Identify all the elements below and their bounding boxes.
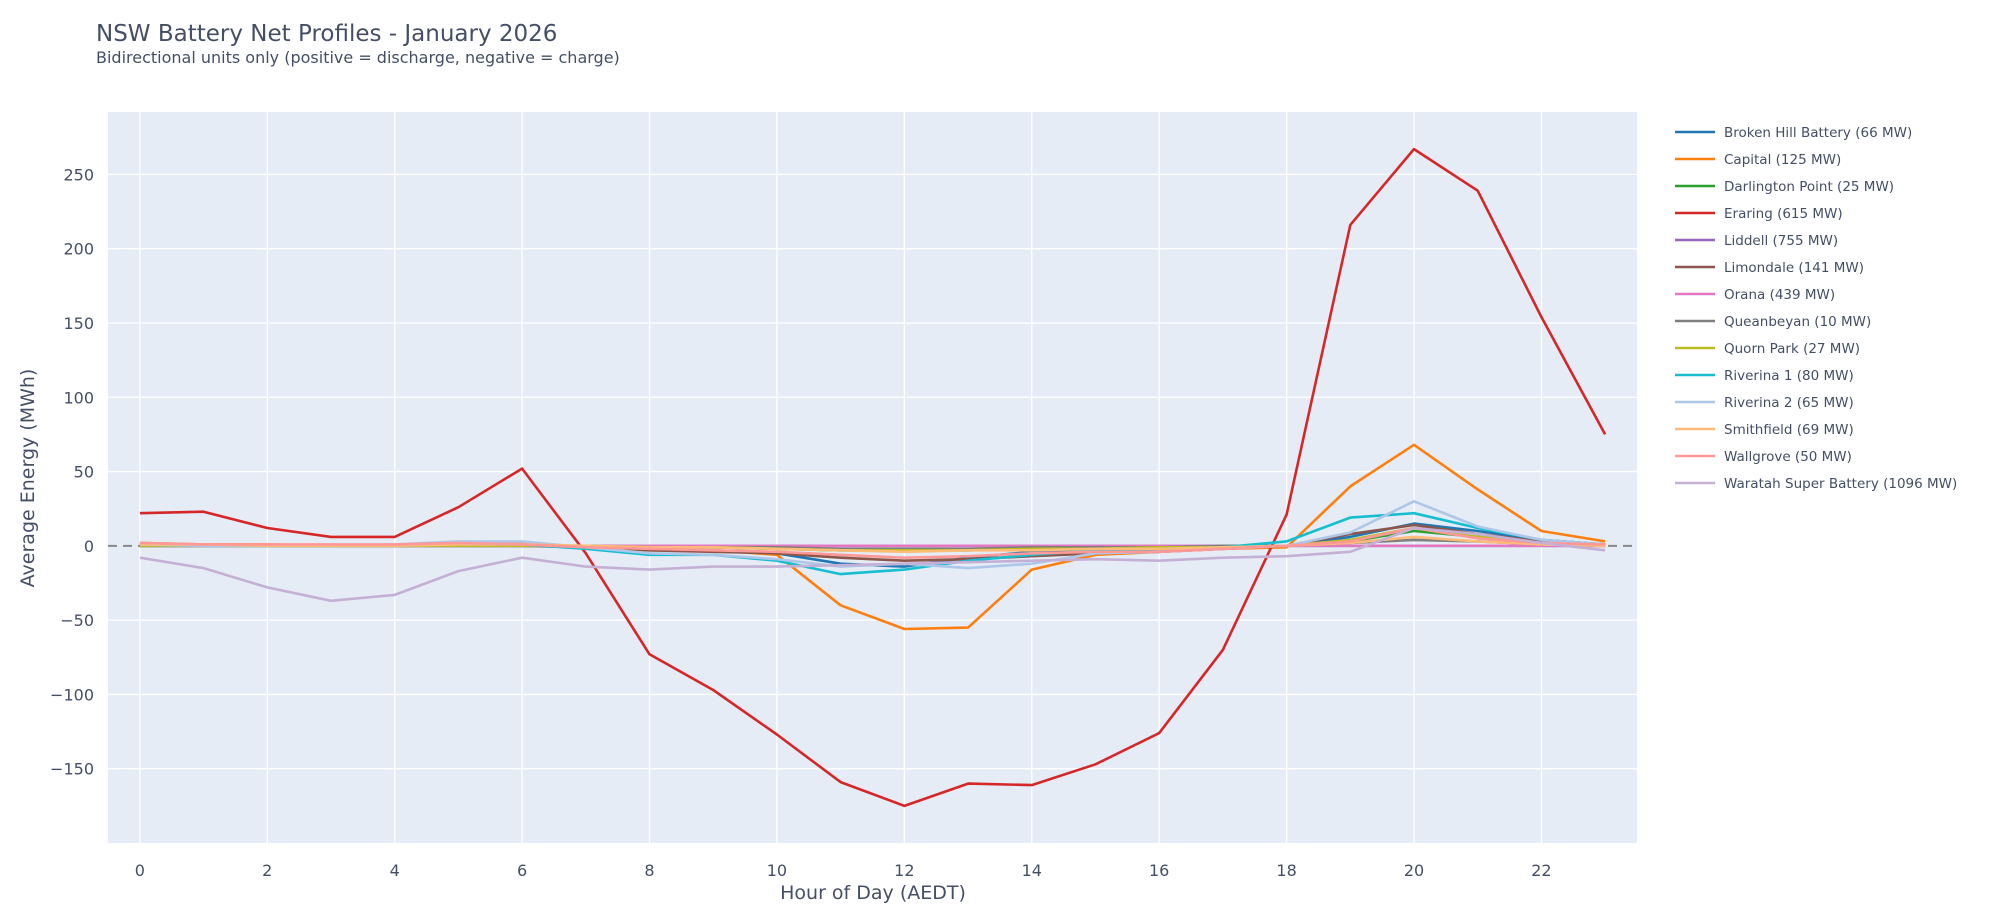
x-tick-label: 2 bbox=[262, 861, 272, 880]
x-tick-label: 22 bbox=[1531, 861, 1551, 880]
legend-label: Waratah Super Battery (1096 MW) bbox=[1724, 476, 1957, 492]
legend-label: Smithfield (69 MW) bbox=[1724, 422, 1854, 438]
legend-item-waratah-super-battery[interactable]: Waratah Super Battery (1096 MW) bbox=[1675, 476, 1957, 492]
x-tick-label: 18 bbox=[1276, 861, 1296, 880]
x-tick-label: 16 bbox=[1149, 861, 1169, 880]
series-line-wallgrove bbox=[139, 526, 1606, 559]
legend-item-darlington-point[interactable]: Darlington Point (25 MW) bbox=[1675, 179, 1894, 195]
legend-label: Liddell (755 MW) bbox=[1724, 233, 1838, 249]
x-tick-label: 12 bbox=[894, 861, 914, 880]
legend: Broken Hill Battery (66 MW) Capital (125 … bbox=[1675, 125, 1957, 492]
y-tick-label: 0 bbox=[84, 537, 94, 556]
y-tick-label: −50 bbox=[60, 611, 94, 630]
legend-item-eraring[interactable]: Eraring (615 MW) bbox=[1675, 206, 1843, 222]
legend-item-liddell[interactable]: Liddell (755 MW) bbox=[1675, 233, 1838, 249]
legend-item-queanbeyan[interactable]: Queanbeyan (10 MW) bbox=[1675, 314, 1871, 330]
legend-label: Riverina 2 (65 MW) bbox=[1724, 395, 1854, 411]
legend-label: Quorn Park (27 MW) bbox=[1724, 341, 1860, 357]
legend-item-orana[interactable]: Orana (439 MW) bbox=[1675, 287, 1835, 303]
legend-label: Riverina 1 (80 MW) bbox=[1724, 368, 1854, 384]
x-tick-label: 14 bbox=[1022, 861, 1042, 880]
y-axis-ticks: −150 −100 −50 0 50 100 150 200 250 bbox=[50, 165, 94, 778]
legend-label: Capital (125 MW) bbox=[1724, 152, 1841, 168]
y-tick-label: 50 bbox=[74, 463, 94, 482]
legend-label: Broken Hill Battery (66 MW) bbox=[1724, 125, 1912, 141]
plot-area bbox=[108, 112, 1637, 843]
y-tick-label: 200 bbox=[63, 240, 94, 259]
chart-subtitle: Bidirectional units only (positive = dis… bbox=[96, 48, 620, 67]
x-tick-label: 8 bbox=[644, 861, 654, 880]
legend-label: Eraring (615 MW) bbox=[1724, 206, 1843, 222]
legend-label: Queanbeyan (10 MW) bbox=[1724, 314, 1871, 330]
x-axis-title: Hour of Day (AEDT) bbox=[780, 882, 966, 904]
legend-label: Orana (439 MW) bbox=[1724, 287, 1835, 303]
y-tick-label: 150 bbox=[63, 314, 94, 333]
legend-item-capital[interactable]: Capital (125 MW) bbox=[1675, 152, 1841, 168]
y-tick-label: −100 bbox=[50, 685, 94, 704]
legend-item-broken-hill-battery[interactable]: Broken Hill Battery (66 MW) bbox=[1675, 125, 1912, 141]
x-tick-label: 20 bbox=[1404, 861, 1424, 880]
legend-item-quorn-park[interactable]: Quorn Park (27 MW) bbox=[1675, 341, 1860, 357]
series-line-eraring bbox=[139, 147, 1607, 808]
x-tick-label: 4 bbox=[390, 861, 400, 880]
x-tick-label: 0 bbox=[135, 861, 145, 880]
legend-item-riverina-1[interactable]: Riverina 1 (80 MW) bbox=[1675, 368, 1854, 384]
legend-item-smithfield[interactable]: Smithfield (69 MW) bbox=[1675, 422, 1854, 438]
legend-label: Limondale (141 MW) bbox=[1724, 260, 1864, 276]
x-tick-label: 6 bbox=[517, 861, 527, 880]
x-axis-ticks: 0 2 4 6 8 10 12 14 16 18 20 22 bbox=[135, 861, 1552, 880]
legend-label: Wallgrove (50 MW) bbox=[1724, 449, 1852, 465]
series-line-smithfield bbox=[139, 535, 1606, 554]
legend-label: Darlington Point (25 MW) bbox=[1724, 179, 1894, 195]
y-axis-title: Average Energy (MWh) bbox=[17, 369, 39, 588]
gridlines bbox=[108, 112, 1637, 843]
x-tick-label: 10 bbox=[767, 861, 787, 880]
series-lines bbox=[139, 147, 1607, 808]
legend-item-limondale[interactable]: Limondale (141 MW) bbox=[1675, 260, 1864, 276]
y-tick-label: −150 bbox=[50, 760, 94, 779]
y-tick-label: 100 bbox=[63, 388, 94, 407]
legend-item-wallgrove[interactable]: Wallgrove (50 MW) bbox=[1675, 449, 1852, 465]
y-tick-label: 250 bbox=[63, 165, 94, 184]
series-line-waratah-super-battery bbox=[139, 526, 1606, 603]
legend-item-riverina-2[interactable]: Riverina 2 (65 MW) bbox=[1675, 395, 1854, 411]
chart-title: NSW Battery Net Profiles - January 2026 bbox=[96, 21, 557, 47]
